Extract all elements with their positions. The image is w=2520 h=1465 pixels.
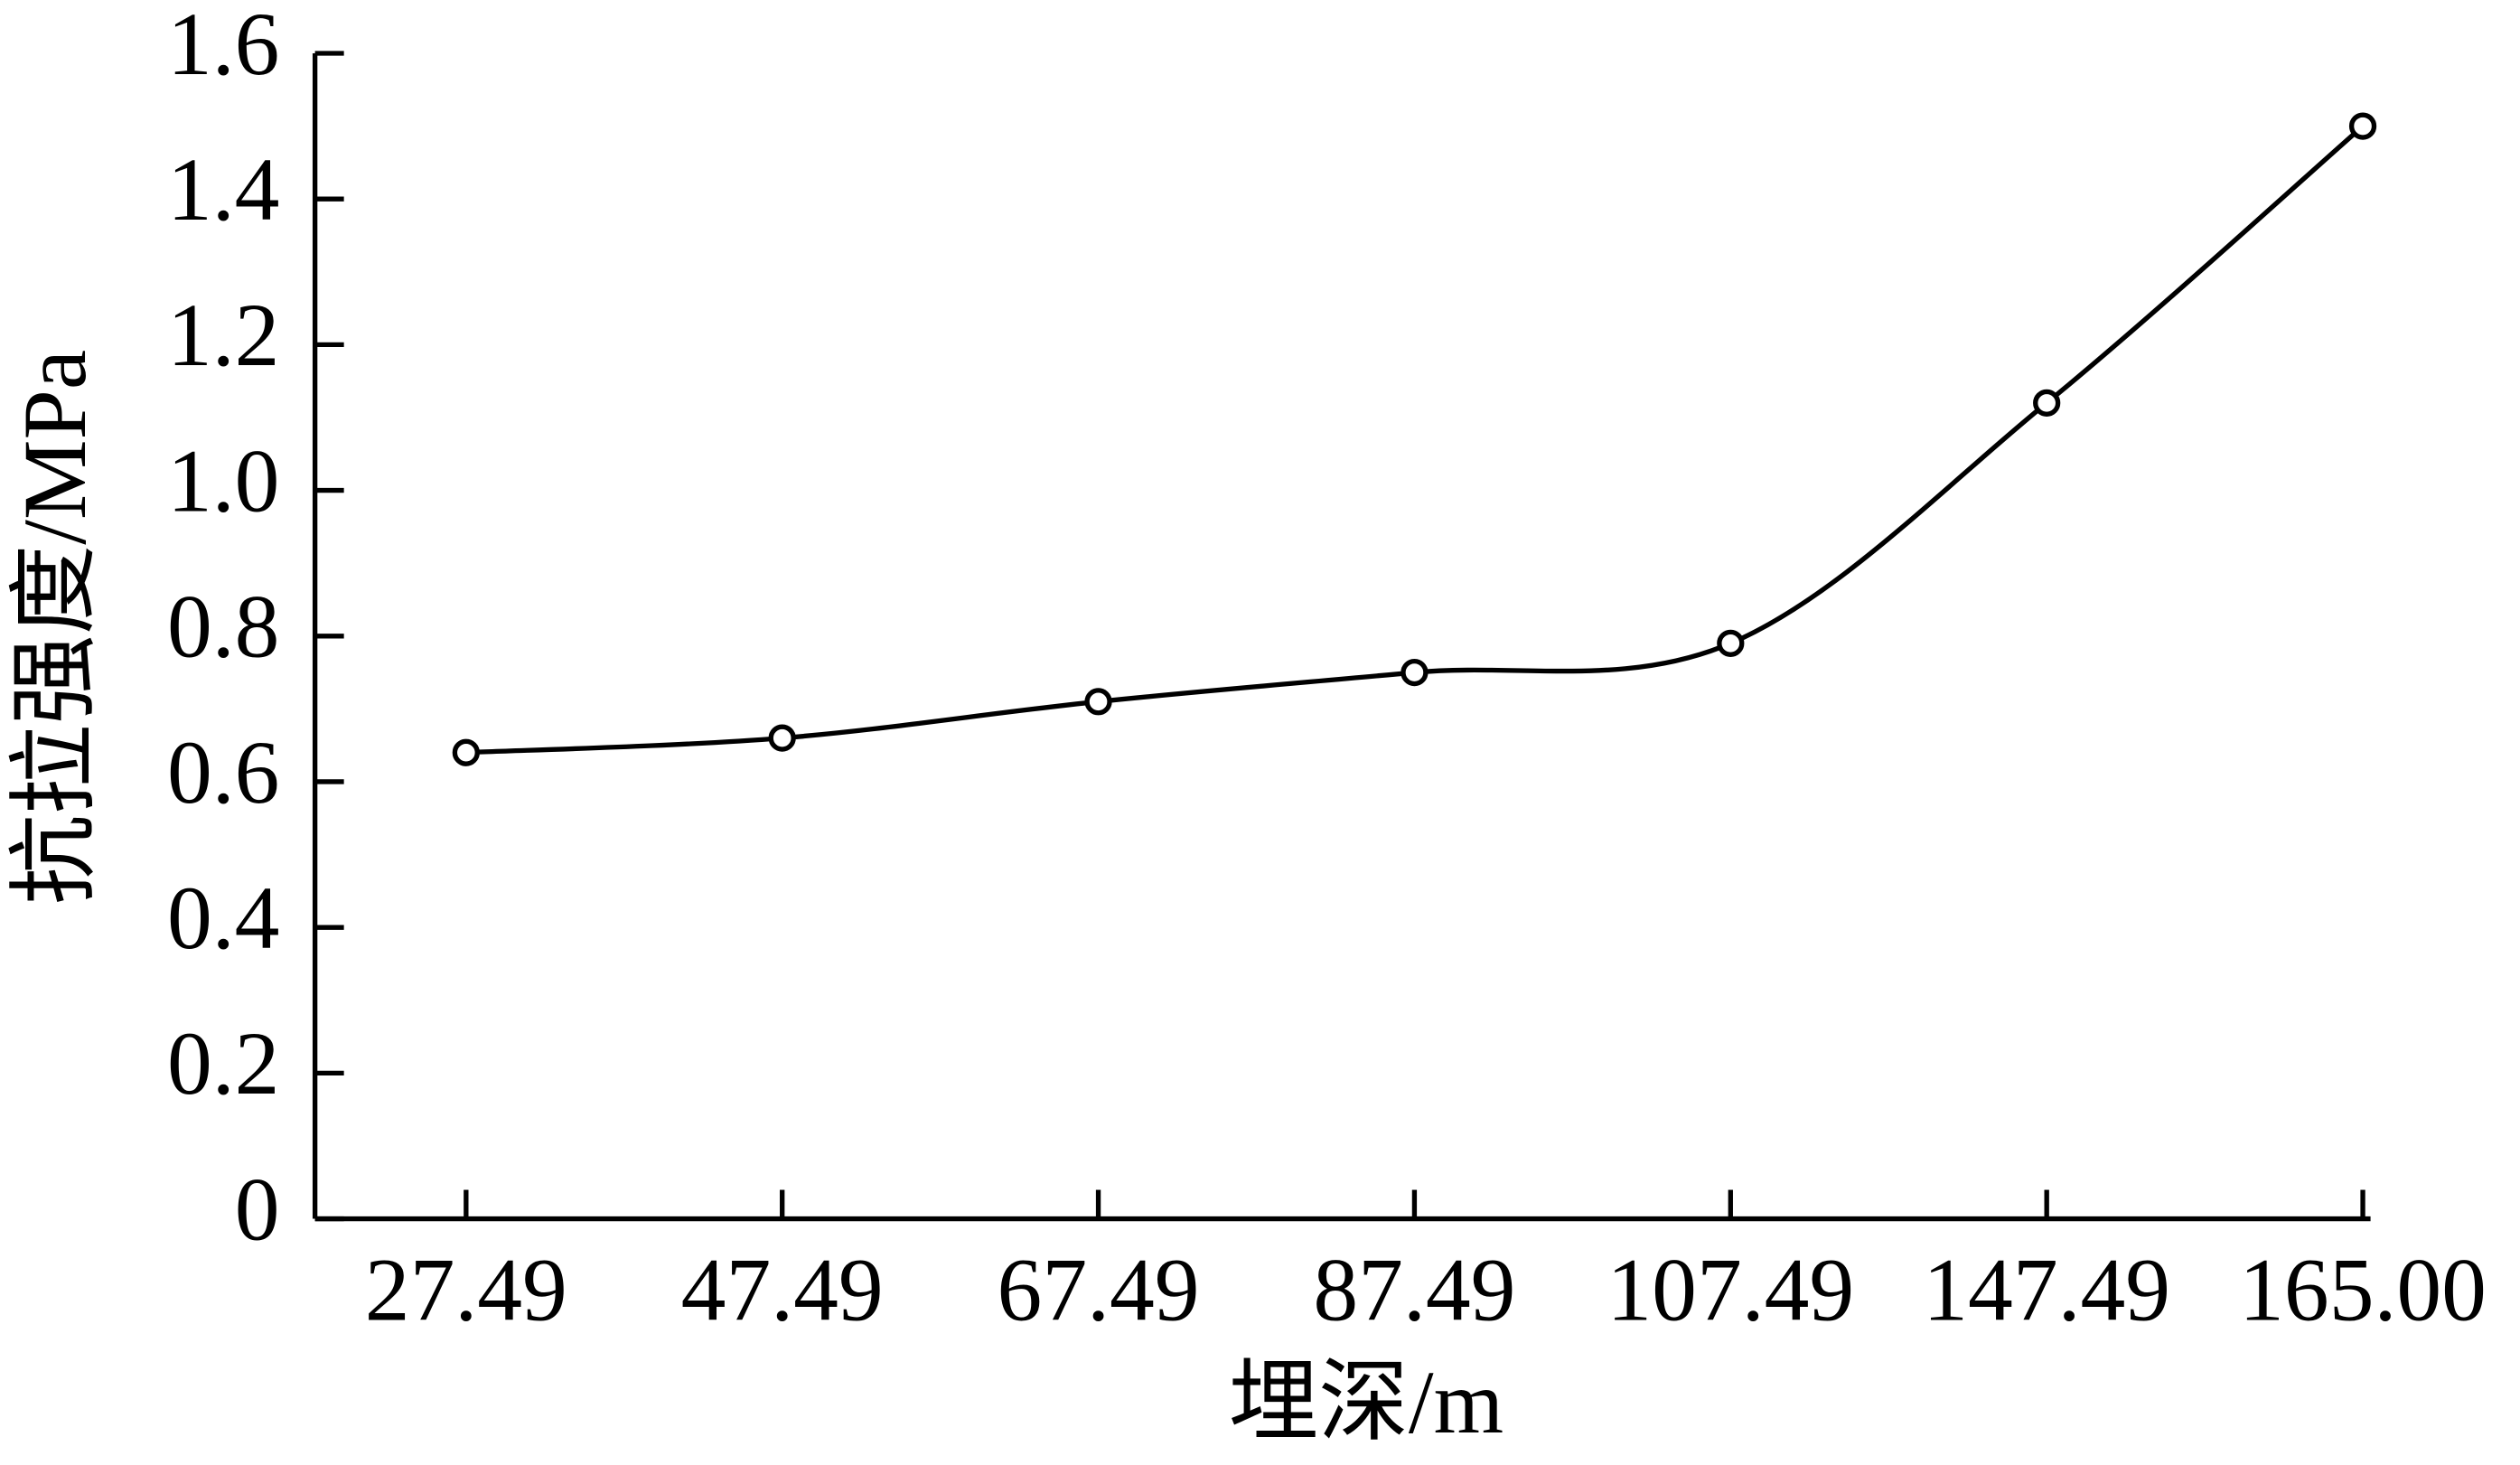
x-tick-label: 165.00 bbox=[2239, 1239, 2487, 1339]
x-tick-label: 47.49 bbox=[681, 1239, 884, 1339]
y-tick-label: 0.2 bbox=[167, 1013, 280, 1113]
line bbox=[465, 124, 2365, 756]
marker bbox=[1717, 629, 1745, 657]
x-axis-label: 埋深/m bbox=[1229, 1352, 1504, 1452]
x-tick-label: 67.49 bbox=[998, 1239, 1200, 1339]
y-tick-label: 1.2 bbox=[167, 285, 280, 385]
marker bbox=[452, 738, 480, 766]
x-tick-label: 87.49 bbox=[1313, 1239, 1515, 1339]
y-tick-label: 0 bbox=[235, 1159, 280, 1259]
y-tick-label: 1.6 bbox=[167, 0, 280, 94]
y-tick-label: 1.0 bbox=[167, 430, 280, 531]
y-axis-label: 抗拉强度/MPa bbox=[5, 350, 105, 905]
y-tick-label: 0.8 bbox=[167, 577, 280, 677]
marker bbox=[768, 724, 796, 752]
marker bbox=[1084, 688, 1112, 716]
y-tick-label: 1.4 bbox=[167, 139, 280, 239]
marker bbox=[2033, 389, 2061, 417]
x-tick-label: 147.49 bbox=[1923, 1239, 2170, 1339]
x-tick-label: 27.49 bbox=[365, 1239, 567, 1339]
x-tick-label: 107.49 bbox=[1607, 1239, 1854, 1339]
y-tick-label: 0.4 bbox=[167, 868, 280, 968]
y-tick-label: 0.6 bbox=[167, 722, 280, 822]
marker bbox=[1401, 658, 1429, 687]
marker bbox=[2348, 112, 2377, 140]
